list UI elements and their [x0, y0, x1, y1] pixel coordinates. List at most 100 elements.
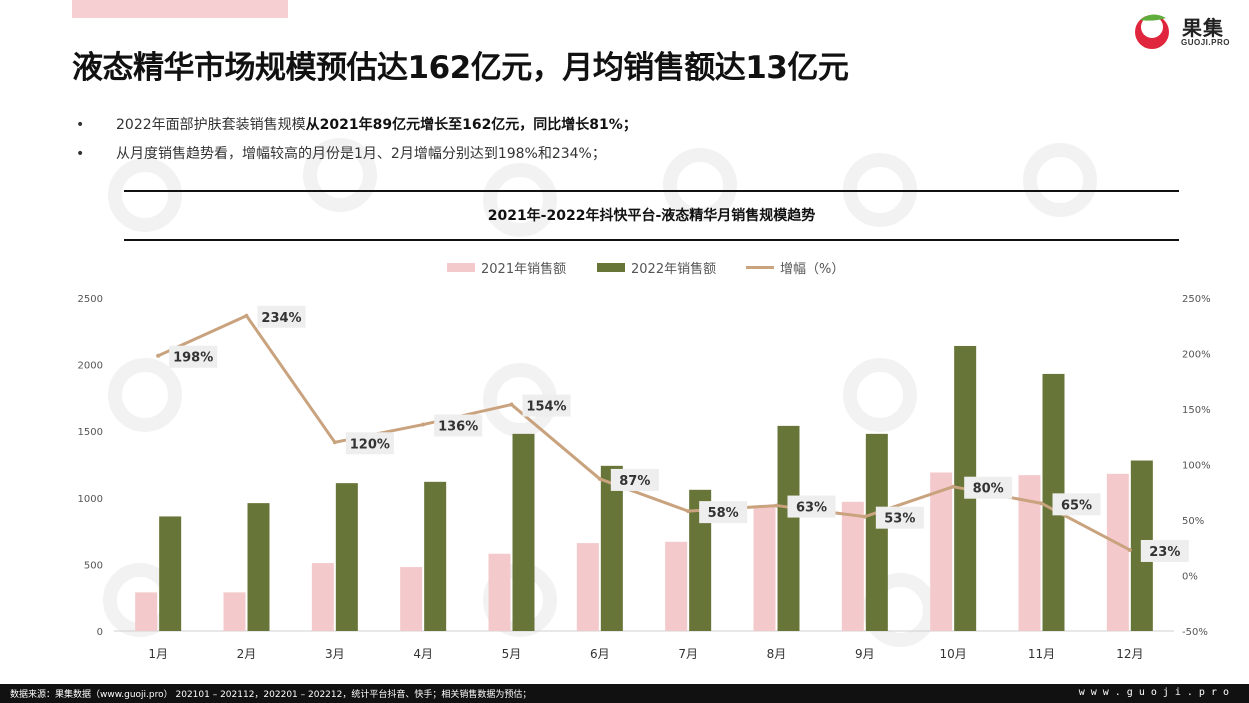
- growth-label-box: [875, 506, 924, 529]
- bar-2022: [335, 483, 358, 631]
- growth-data-label: 80%: [973, 482, 1004, 497]
- bar-2022: [777, 425, 800, 631]
- growth-label-box: [169, 345, 218, 368]
- growth-point: [597, 476, 602, 481]
- y-right-tick-label: 250%: [1182, 294, 1211, 305]
- growth-data-label: 234%: [261, 311, 301, 326]
- growth-label-box: [699, 501, 748, 524]
- chart-bottom-rule: [124, 239, 1179, 241]
- bar-2022: [512, 433, 535, 631]
- growth-data-label: 65%: [1061, 498, 1092, 513]
- growth-data-label: 53%: [884, 512, 915, 527]
- chart-title: 2021年-2022年抖快平台-液态精华月销售规模趋势: [487, 208, 816, 224]
- growth-label-box: [1052, 493, 1101, 516]
- bullet-text-bold: 从2021年89亿元增长至162亿元，同比增长81%；: [305, 117, 637, 133]
- bullet-list: • 2022年面部护肤套装销售规模从2021年89亿元增长至162亿元，同比增长…: [76, 112, 1156, 170]
- growth-data-label: 136%: [438, 420, 478, 435]
- bar-2021: [753, 505, 776, 631]
- bar-2021: [930, 472, 953, 631]
- logo-subtext: GUOJI.PRO: [1181, 38, 1230, 47]
- growth-point: [862, 514, 867, 519]
- bullet-text-plain: 2022年面部护肤套装销售规模: [116, 117, 306, 133]
- growth-data-label: 154%: [526, 400, 566, 415]
- growth-point: [156, 353, 161, 358]
- bullet-text: 2022年面部护肤套装销售规模从2021年89亿元增长至162亿元，同比增长81…: [116, 112, 637, 138]
- bar-2021: [400, 567, 423, 631]
- x-tick-label: 11月: [1028, 647, 1055, 661]
- growth-label-box: [522, 394, 571, 417]
- y-right-tick-label: -50%: [1182, 627, 1208, 638]
- guoji-logo-icon: [1135, 14, 1169, 49]
- growth-point: [244, 313, 249, 318]
- legend-item-2022: 2022年销售额: [597, 258, 716, 277]
- growth-label-box: [257, 305, 306, 328]
- chart-plot: 0 500 1000 1500 2000 2500 -50% 0% 50% 100% 150% 200…: [78, 294, 1211, 661]
- growth-label-box: [345, 432, 394, 455]
- legend-label-growth: 增幅（%）: [780, 262, 845, 277]
- legend-swatch-2021: [447, 263, 475, 272]
- bar-2021: [1018, 475, 1041, 631]
- growth-point: [1039, 501, 1044, 506]
- bar-2022: [600, 465, 623, 631]
- growth-data-label: 198%: [173, 351, 213, 366]
- x-tick-label: 6月: [590, 647, 610, 661]
- growth-data-label: 120%: [350, 437, 390, 452]
- bullet-text-plain: 从月度销售趋势看，增幅较高的月份是1月、2月增幅分别达到198%和234%；: [116, 146, 606, 162]
- bar-2021: [311, 563, 334, 631]
- y-left-tick-label: 500: [84, 560, 103, 571]
- legend-label-2022: 2022年销售额: [631, 262, 717, 277]
- x-tick-label: 5月: [502, 647, 522, 661]
- y-left-tick-label: 2500: [78, 294, 103, 305]
- page-title: 液态精华市场规模预估达162亿元，月均销售额达13亿元: [72, 50, 849, 86]
- growth-point: [951, 484, 956, 489]
- bar-2021: [223, 592, 246, 631]
- bar-2021: [665, 541, 688, 631]
- y-right-tick-label: 0%: [1182, 572, 1198, 583]
- growth-point: [332, 440, 337, 445]
- legend-item-2021: 2021年销售额: [447, 258, 566, 277]
- growth-data-label: 58%: [708, 506, 739, 521]
- x-tick-label: 10月: [940, 647, 967, 661]
- growth-data-label: 87%: [619, 474, 650, 489]
- y-left-tick-label: 1500: [78, 427, 103, 438]
- bullet-text: 从月度销售趋势看，增幅较高的月份是1月、2月增幅分别达到198%和234%；: [116, 141, 606, 167]
- bullet-marker: •: [76, 146, 85, 162]
- growth-label-box: [434, 414, 483, 437]
- bar-2022: [865, 433, 888, 631]
- bar-2021: [576, 543, 599, 631]
- legend-swatch-2022: [597, 263, 625, 272]
- x-tick-label: 7月: [678, 647, 698, 661]
- bar-2022: [424, 481, 447, 631]
- y-right-tick-label: 150%: [1182, 405, 1211, 416]
- bar-2021: [1106, 473, 1129, 631]
- bar-2022: [159, 516, 182, 631]
- bar-2021: [841, 501, 864, 631]
- bullet-marker: •: [76, 117, 85, 133]
- y-right-tick-label: 50%: [1182, 516, 1204, 527]
- bar-2022: [247, 503, 270, 631]
- x-tick-label: 4月: [413, 647, 433, 661]
- growth-point: [774, 503, 779, 508]
- bar-2021: [135, 592, 158, 631]
- y-left-tick-label: 0: [97, 627, 103, 638]
- bar-2022: [689, 489, 712, 631]
- footer-url: www.guoji.pro: [1078, 687, 1235, 698]
- growth-line: [157, 314, 1131, 552]
- legend-item-growth: 增幅（%）: [746, 258, 844, 277]
- growth-data-label: 63%: [796, 501, 827, 516]
- x-tick-label: 2月: [237, 647, 257, 661]
- growth-label-box: [964, 476, 1013, 499]
- top-accent-bar: [72, 0, 288, 18]
- chart-top-rule: [124, 190, 1179, 192]
- bullet-item: • 从月度销售趋势看，增幅较高的月份是1月、2月增幅分别达到198%和234%；: [76, 141, 1156, 170]
- growth-label-box: [1140, 539, 1189, 562]
- growth-point: [1127, 547, 1132, 552]
- growth-label-box: [610, 468, 659, 491]
- x-tick-label: 9月: [855, 647, 875, 661]
- growth-point: [421, 422, 426, 427]
- x-tick-label: 12月: [1116, 647, 1143, 661]
- x-tick-label: 3月: [325, 647, 345, 661]
- y-right-tick-label: 100%: [1182, 461, 1211, 472]
- bar-2021: [488, 553, 511, 631]
- growth-point: [509, 402, 514, 407]
